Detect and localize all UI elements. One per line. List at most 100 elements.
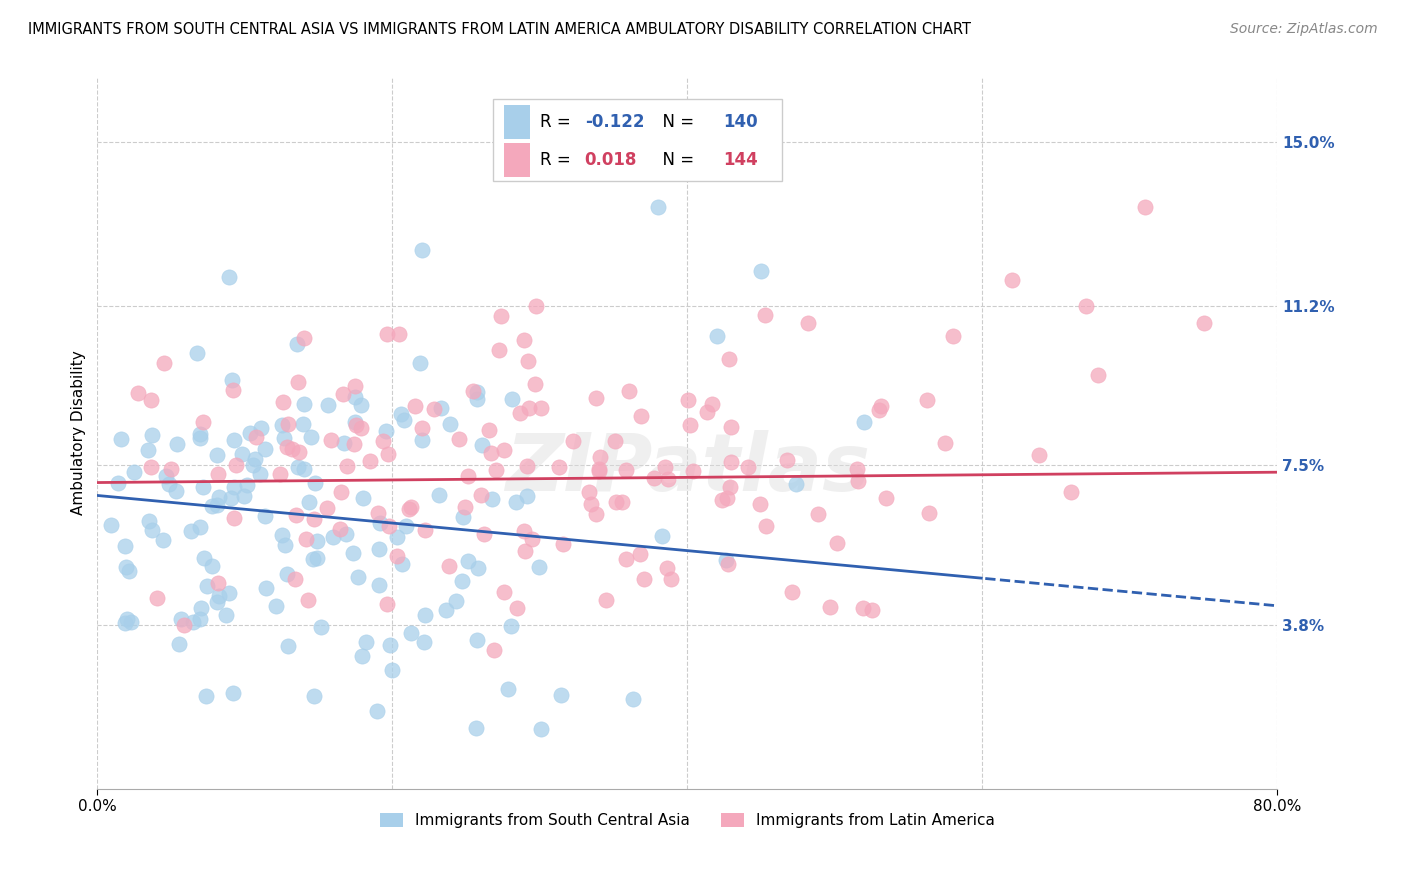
Point — [482, 643, 505, 657]
Point — [1192, 316, 1215, 330]
Point — [429, 488, 451, 502]
Point — [287, 376, 309, 390]
Point — [190, 601, 212, 615]
Point — [297, 593, 319, 607]
Point — [395, 519, 418, 533]
Point — [485, 463, 508, 477]
Point — [249, 421, 271, 435]
Point — [208, 490, 231, 504]
Point — [335, 527, 357, 541]
Text: ZIPatlas: ZIPatlas — [505, 430, 870, 508]
Point — [374, 424, 396, 438]
Point — [188, 427, 211, 442]
Point — [942, 329, 965, 343]
Point — [181, 615, 204, 629]
Point — [321, 433, 343, 447]
Point — [180, 524, 202, 538]
Point — [336, 459, 359, 474]
Point — [513, 333, 536, 347]
Bar — [505, 143, 530, 178]
Point — [114, 615, 136, 630]
Point — [661, 572, 683, 586]
Point — [785, 477, 807, 491]
Point — [562, 434, 585, 448]
Point — [375, 326, 398, 341]
Point — [375, 597, 398, 611]
Point — [378, 519, 401, 533]
Point — [434, 602, 457, 616]
Point — [616, 552, 638, 566]
Point — [153, 356, 176, 370]
Point — [141, 392, 163, 407]
Point — [157, 477, 180, 491]
Point — [271, 528, 294, 542]
Point — [696, 405, 718, 419]
Point — [467, 561, 489, 575]
Point — [588, 461, 610, 475]
Point — [218, 269, 240, 284]
Point — [437, 559, 460, 574]
Point — [717, 557, 740, 571]
Point — [404, 399, 426, 413]
Legend: Immigrants from South Central Asia, Immigrants from Latin America: Immigrants from South Central Asia, Immi… — [374, 807, 1001, 834]
Point — [595, 593, 617, 607]
Point — [201, 499, 224, 513]
Point — [146, 591, 169, 605]
Point — [233, 489, 256, 503]
Point — [610, 495, 633, 509]
Point — [366, 704, 388, 718]
Point — [845, 462, 868, 476]
Point — [1087, 368, 1109, 383]
Point — [578, 485, 600, 500]
Point — [492, 443, 515, 458]
Point — [517, 353, 540, 368]
Point — [186, 346, 208, 360]
Point — [551, 537, 574, 551]
Point — [491, 309, 513, 323]
Text: 0.018: 0.018 — [585, 151, 637, 169]
Point — [346, 570, 368, 584]
Point — [718, 480, 741, 494]
Point — [463, 384, 485, 398]
Point — [647, 200, 669, 214]
Point — [201, 559, 224, 574]
Point — [509, 405, 531, 419]
Point — [239, 425, 262, 440]
Point — [118, 564, 141, 578]
Point — [173, 618, 195, 632]
Point — [413, 523, 436, 537]
Point — [273, 431, 295, 445]
Point — [585, 391, 607, 405]
Point — [676, 392, 699, 407]
Point — [530, 401, 553, 415]
Point — [309, 620, 332, 634]
Point — [628, 547, 651, 561]
Point — [377, 447, 399, 461]
Point — [716, 552, 738, 566]
Point — [391, 557, 413, 571]
Point — [273, 538, 295, 552]
Point — [193, 480, 215, 494]
Point — [219, 491, 242, 505]
Point — [853, 415, 876, 429]
Point — [524, 377, 547, 392]
Point — [860, 602, 883, 616]
Text: 144: 144 — [723, 151, 758, 169]
Point — [513, 544, 536, 558]
Point — [398, 501, 420, 516]
Point — [316, 500, 339, 515]
Point — [253, 509, 276, 524]
Point — [710, 493, 733, 508]
Point — [501, 392, 523, 406]
Point — [284, 572, 307, 586]
Point — [344, 415, 367, 429]
Point — [679, 417, 702, 432]
Point — [114, 560, 136, 574]
Point — [748, 497, 770, 511]
Point — [193, 416, 215, 430]
Point — [449, 432, 471, 446]
Point — [818, 599, 841, 614]
Point — [527, 560, 550, 574]
Point — [654, 459, 676, 474]
Text: N =: N = — [652, 112, 699, 130]
